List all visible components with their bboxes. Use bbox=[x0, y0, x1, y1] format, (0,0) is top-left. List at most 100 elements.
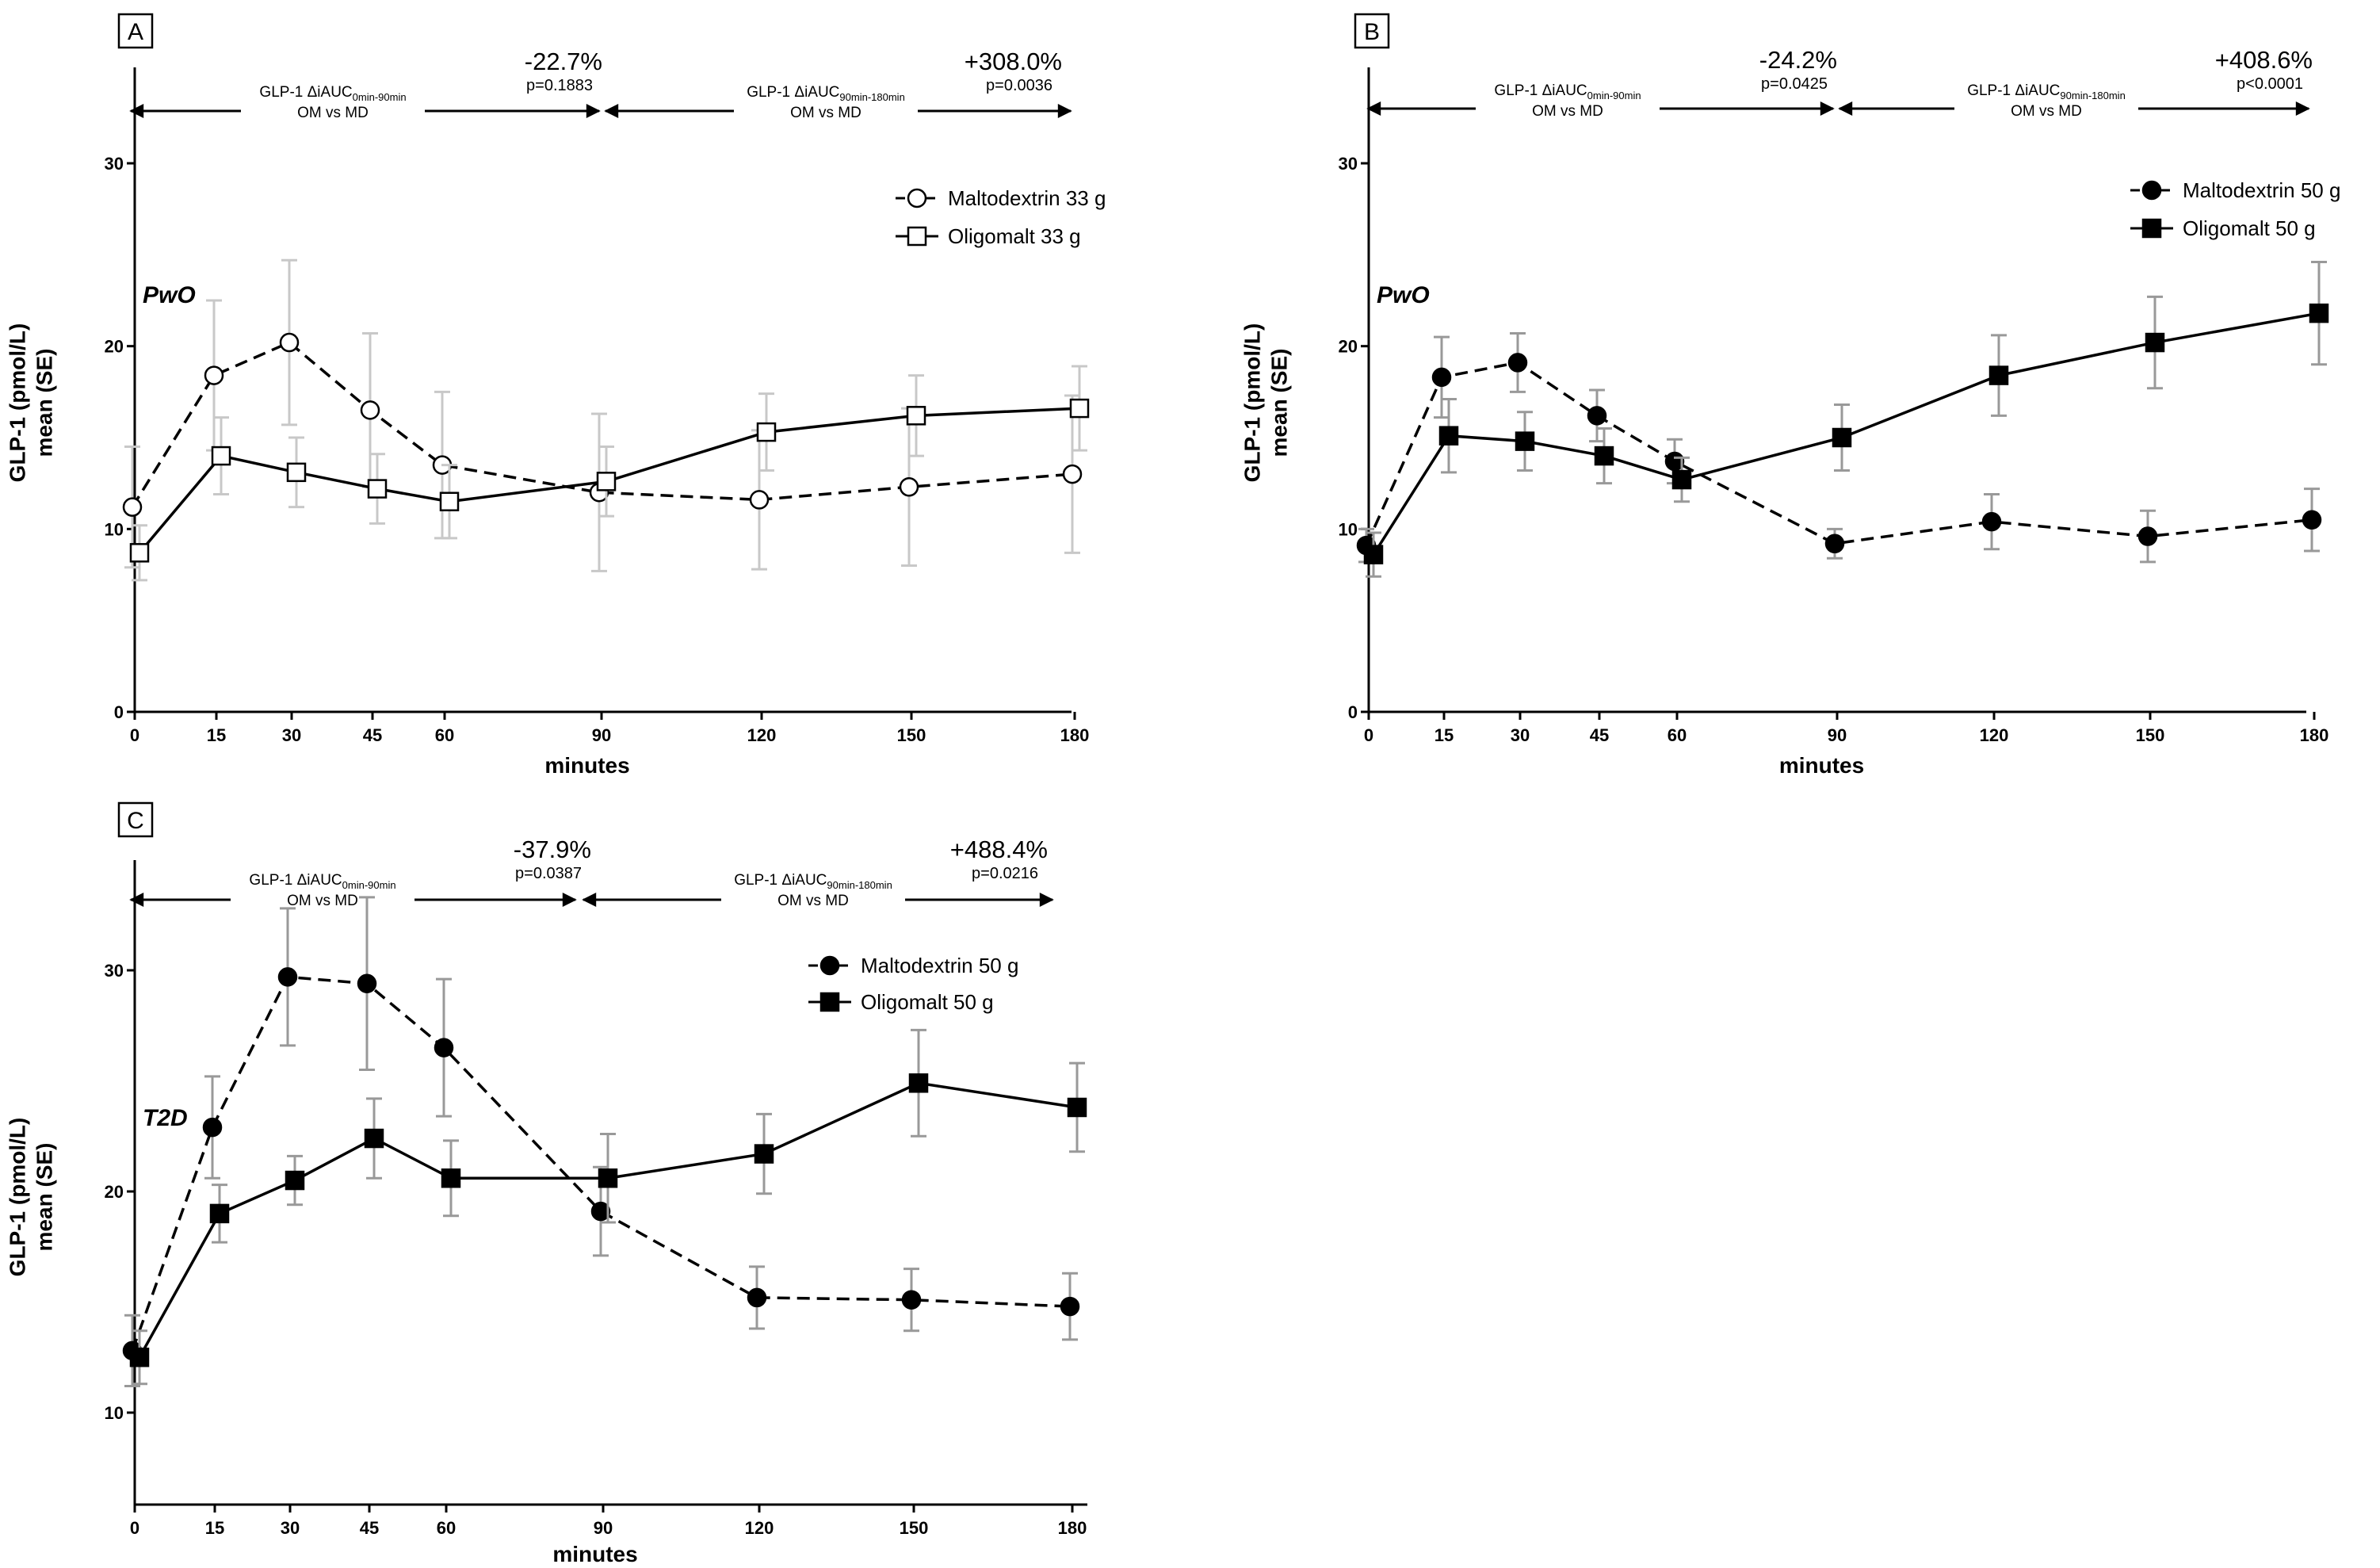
legend-entry: Maltodextrin 50 g bbox=[861, 954, 1018, 977]
data-point bbox=[122, 497, 143, 517]
data-point bbox=[2302, 510, 2322, 530]
auc-comparison: OM vs MD bbox=[297, 105, 369, 121]
auc-percent-change: -37.9% bbox=[514, 836, 591, 863]
y-tick-label: 30 bbox=[105, 154, 124, 174]
data-point bbox=[279, 332, 300, 353]
data-point bbox=[204, 365, 224, 385]
panel-label-box bbox=[1354, 13, 1390, 49]
data-point bbox=[598, 1168, 618, 1188]
legend: Maltodextrin 33 g Oligomalt 33 g bbox=[896, 186, 1106, 248]
group-label: PwO bbox=[143, 282, 196, 308]
x-tick-label: 15 bbox=[205, 1518, 224, 1538]
series-maltodextrin-50-g bbox=[1356, 332, 2322, 564]
x-tick-label: 45 bbox=[1590, 725, 1609, 745]
data-point bbox=[367, 479, 388, 499]
legend: Maltodextrin 50 g Oligomalt 50 g bbox=[808, 954, 1018, 1014]
y-tick-label: 0 bbox=[1348, 702, 1358, 722]
legend: Maltodextrin 50 g Oligomalt 50 g bbox=[2130, 178, 2340, 240]
data-point bbox=[129, 1348, 150, 1367]
auc-label-text: GLP-1 ΔiAUC bbox=[249, 872, 342, 889]
auc-p-value: p<0.0001 bbox=[2237, 75, 2303, 93]
x-axis-title: minutes bbox=[552, 1542, 637, 1566]
data-point bbox=[1431, 367, 1452, 388]
x-tick-label: 180 bbox=[2300, 725, 2329, 745]
data-point bbox=[211, 446, 231, 466]
x-tick-label: 120 bbox=[745, 1518, 774, 1538]
legend-entry: Oligomalt 50 g bbox=[2183, 216, 2316, 240]
data-point bbox=[1069, 398, 1090, 419]
data-point bbox=[2309, 303, 2329, 323]
x-tick-label: 90 bbox=[592, 725, 611, 745]
x-tick-label: 150 bbox=[900, 1518, 929, 1538]
y-tick-label: 10 bbox=[105, 519, 124, 539]
data-point bbox=[754, 1144, 774, 1164]
x-axis-title: minutes bbox=[544, 753, 629, 778]
data-point bbox=[1981, 511, 2002, 532]
legend-marker bbox=[819, 955, 840, 976]
auc-p-value: p=0.1883 bbox=[526, 77, 593, 94]
series-line bbox=[131, 341, 1073, 508]
x-tick-label: 90 bbox=[594, 1518, 613, 1538]
data-point bbox=[1060, 1296, 1080, 1317]
legend-marker bbox=[2141, 218, 2162, 239]
data-point bbox=[434, 1038, 454, 1057]
series-oligomalt-50-g bbox=[129, 1028, 1087, 1386]
auc-label-subscript: 0min-90min bbox=[353, 91, 407, 103]
data-point bbox=[129, 543, 150, 563]
panel-c: C 10 20 30 0 15 30 45 60 90 120 150 180 minutes GLP-1 … bbox=[5, 801, 1087, 1566]
auc-p-value: p=0.0425 bbox=[1761, 75, 1828, 93]
panel-b: B 0 10 20 30 0 15 30 45 60 90 120 150 180 minutes GLP-1… bbox=[1240, 13, 2340, 778]
auc-p-value: p=0.0036 bbox=[986, 77, 1052, 94]
legend-marker bbox=[907, 226, 927, 247]
data-point bbox=[1067, 1097, 1087, 1118]
auc-label-text: GLP-1 ΔiAUC bbox=[1967, 82, 2060, 99]
x-axis-title: minutes bbox=[1779, 753, 1864, 778]
auc-label-text: GLP-1 ΔiAUC bbox=[1494, 82, 1587, 99]
data-point bbox=[749, 490, 770, 510]
auc-label: GLP-1 ΔiAUC90min-180min bbox=[734, 872, 892, 891]
data-point bbox=[756, 422, 777, 442]
y-axis-title: mean (SE) bbox=[1266, 349, 1291, 457]
x-tick-label: 30 bbox=[281, 1518, 300, 1538]
auc-label-subscript: 90min-180min bbox=[839, 91, 904, 103]
x-tick-label: 150 bbox=[897, 725, 926, 745]
auc-comparison: OM vs MD bbox=[2011, 103, 2082, 120]
x-tick-label: 90 bbox=[1828, 725, 1847, 745]
data-point bbox=[1594, 446, 1614, 466]
auc-label-text: GLP-1 ΔiAUC bbox=[259, 84, 352, 101]
y-axis-title: mean (SE) bbox=[32, 349, 56, 457]
data-point bbox=[285, 1170, 305, 1191]
y-tick-label: 0 bbox=[114, 702, 124, 722]
data-point bbox=[2145, 332, 2165, 353]
data-point bbox=[1587, 406, 1607, 426]
y-axis-title: mean (SE) bbox=[32, 1143, 56, 1252]
data-point bbox=[441, 1168, 461, 1188]
x-tick-label: 180 bbox=[1060, 725, 1090, 745]
x-tick-label: 30 bbox=[1511, 725, 1530, 745]
x-tick-label: 15 bbox=[1434, 725, 1454, 745]
data-point bbox=[2137, 526, 2158, 546]
data-point bbox=[357, 973, 377, 993]
y-tick-label: 30 bbox=[1339, 154, 1358, 174]
data-point bbox=[202, 1117, 223, 1138]
panel-label: A bbox=[128, 19, 143, 45]
auc-label: GLP-1 ΔiAUC90min-180min bbox=[747, 84, 905, 103]
x-tick-label: 120 bbox=[747, 725, 777, 745]
auc-percent-change: +408.6% bbox=[2215, 46, 2313, 74]
auc-percent-change: -24.2% bbox=[1759, 46, 1837, 74]
x-tick-label: 180 bbox=[1058, 1518, 1087, 1538]
x-tick-label: 60 bbox=[437, 1518, 456, 1538]
y-tick-label: 20 bbox=[105, 337, 124, 357]
auc-label-subscript: 90min-180min bbox=[2060, 90, 2125, 101]
data-point bbox=[901, 1290, 922, 1310]
auc-percent-change: +488.4% bbox=[950, 836, 1048, 863]
data-point bbox=[1824, 534, 1845, 554]
data-point bbox=[899, 477, 919, 497]
legend-entry: Maltodextrin 33 g bbox=[948, 186, 1106, 210]
data-point bbox=[1671, 469, 1692, 490]
x-tick-label: 30 bbox=[282, 725, 301, 745]
series-line bbox=[1365, 361, 2313, 546]
data-point bbox=[1438, 426, 1459, 446]
